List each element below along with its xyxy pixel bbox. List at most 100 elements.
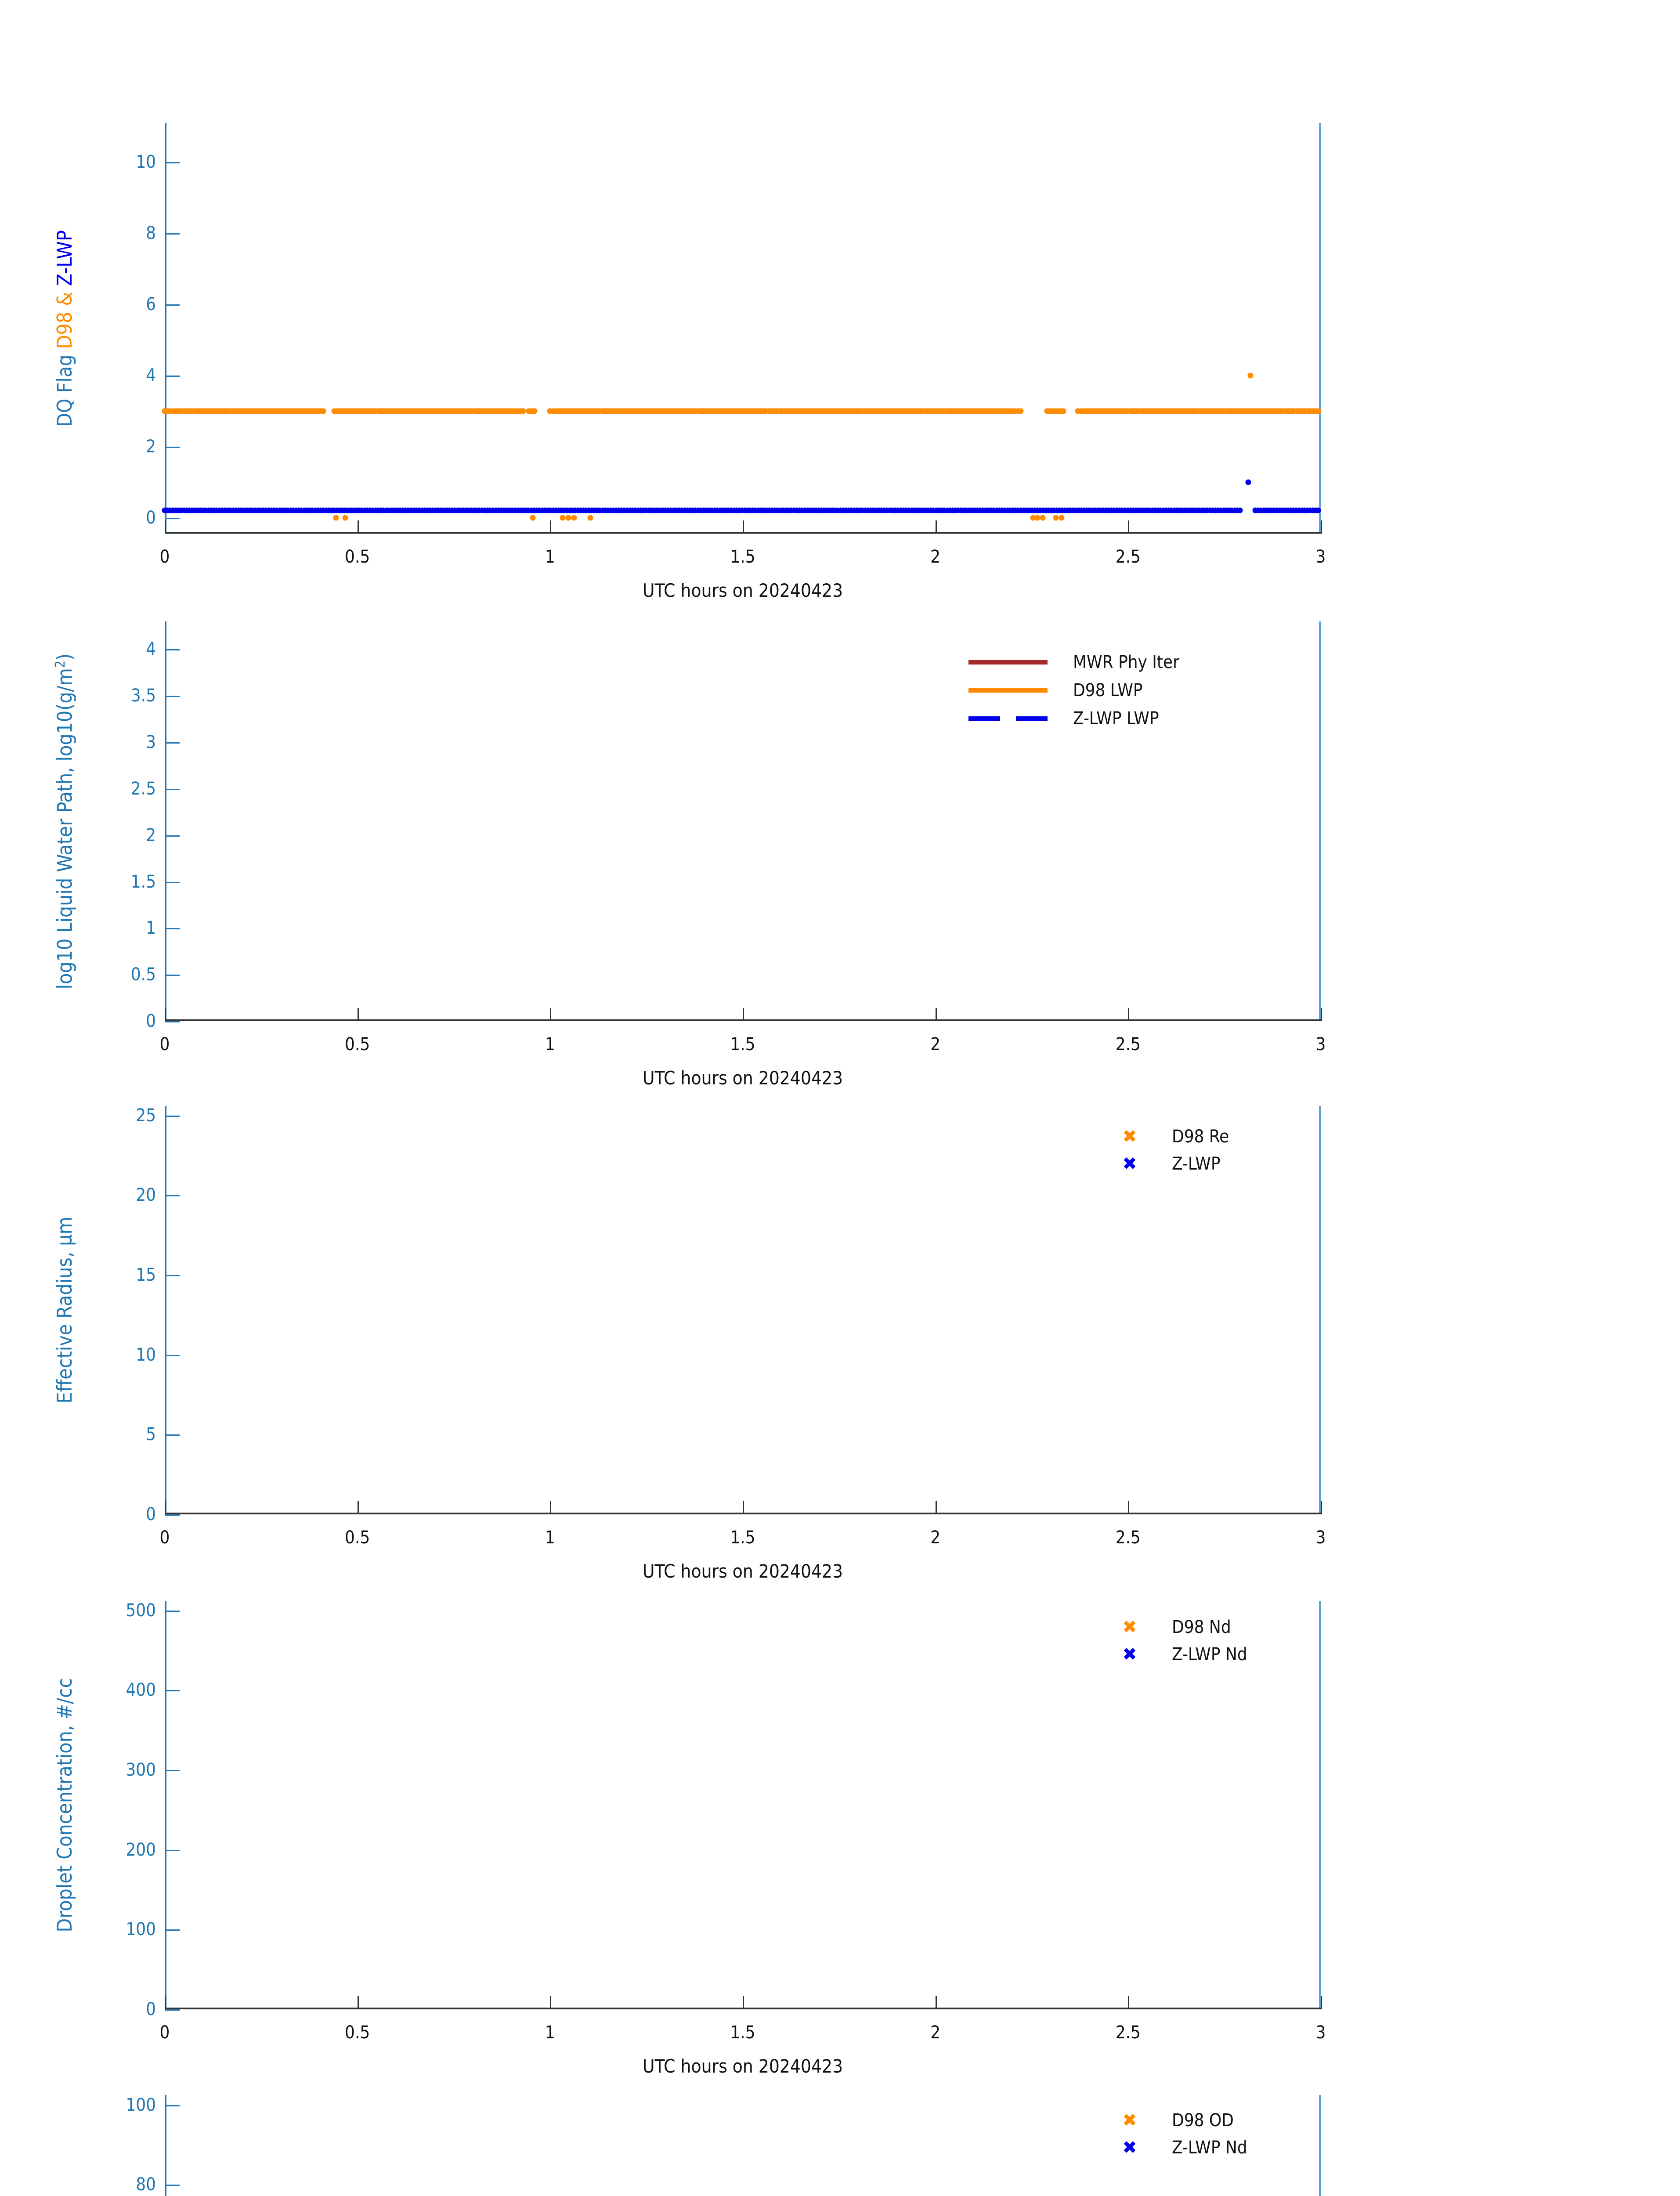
x-tick: [1128, 1501, 1130, 1514]
x-tick-label: 2.5: [1115, 1528, 1141, 1548]
x-tick: [743, 1501, 744, 1514]
data-point: [587, 515, 593, 521]
y-tick: [165, 233, 180, 235]
x-tick: [1128, 1996, 1130, 2009]
data-point: [1315, 507, 1321, 513]
axis-spine-right: [1319, 621, 1321, 1021]
x-tick: [357, 1996, 359, 2009]
data-point: [320, 408, 326, 414]
y-tick: [165, 1434, 180, 1436]
axis-spine-right: [1319, 1106, 1321, 1514]
x-tick: [935, 1501, 937, 1514]
y-tick: [165, 1929, 180, 1931]
y-tick: [165, 1849, 180, 1851]
y-tick-label: 500: [126, 1600, 156, 1621]
legend-label: Z-LWP LWP: [1073, 708, 1159, 729]
y-tick-label: 15: [136, 1265, 156, 1286]
y-tick: [165, 881, 180, 883]
x-tick-label: 2: [930, 1528, 941, 1548]
x-tick-label: 3: [1315, 2023, 1326, 2043]
data-point: [1315, 408, 1322, 414]
y-tick: [165, 2105, 180, 2106]
x-tick: [1128, 520, 1130, 534]
x-tick-label: 1.5: [730, 2023, 755, 2043]
y-tick-label: 6: [146, 294, 156, 314]
x-tick-label: 3: [1315, 1528, 1326, 1548]
y-tick-label: 0: [146, 507, 156, 528]
plot-area-effective-radius: [165, 1106, 1322, 1516]
x-axis-title: UTC hours on 20240423: [642, 2055, 843, 2077]
legend-line-swatch: [968, 660, 1048, 665]
axis-spine-right: [1319, 123, 1321, 534]
y-axis-label-segment: D98 &: [53, 285, 76, 349]
data-point: [530, 515, 536, 521]
y-tick-label: 1.5: [130, 871, 156, 892]
x-tick: [935, 520, 937, 534]
y-tick: [165, 975, 180, 976]
y-tick: [165, 2009, 180, 2011]
x-tick-label: 0: [159, 2023, 170, 2043]
x-tick-label: 1: [545, 547, 555, 567]
y-tick: [165, 1275, 180, 1277]
x-tick-label: 2.5: [1115, 2023, 1141, 2043]
y-tick-label: 3.5: [130, 686, 156, 706]
y-tick-label: 300: [126, 1760, 156, 1781]
legend-label: D98 Re: [1172, 1127, 1229, 1147]
y-tick-label: 400: [126, 1680, 156, 1701]
y-tick-label: 0.5: [130, 964, 156, 985]
data-point: [531, 408, 538, 414]
y-tick-label: 200: [126, 1839, 156, 1860]
x-tick: [165, 1996, 166, 2009]
y-axis-label-effective-radius: Effective Radius, μm: [53, 1217, 76, 1404]
y-tick: [165, 835, 180, 837]
x-tick: [1321, 1996, 1322, 2009]
y-tick-label: 0: [146, 1504, 156, 1524]
legend-label: MWR Phy Iter: [1073, 652, 1179, 672]
y-tick: [165, 1770, 180, 1772]
y-tick-label: 5: [146, 1424, 156, 1445]
y-tick: [165, 446, 180, 448]
data-point: [1034, 515, 1041, 521]
x-tick: [165, 1501, 166, 1514]
legend-marker-x-icon: ✖: [1122, 1154, 1137, 1174]
y-tick-label: 4: [146, 365, 156, 386]
y-tick: [165, 1021, 180, 1022]
y-tick: [165, 304, 180, 306]
y-tick: [165, 1610, 180, 1612]
x-tick: [357, 1008, 359, 1021]
legend-line-swatch: [1016, 716, 1048, 721]
y-tick-label: 1: [146, 918, 156, 939]
x-tick-label: 2.5: [1115, 1034, 1141, 1055]
x-tick-label: 1: [545, 1528, 555, 1548]
legend-marker-x-icon: ✖: [1122, 2110, 1137, 2131]
x-axis-title: UTC hours on 20240423: [642, 1067, 843, 1089]
y-tick-label: 2.5: [130, 778, 156, 799]
y-tick-label: 2: [146, 825, 156, 845]
data-point: [1237, 507, 1243, 513]
x-tick-label: 3: [1315, 547, 1326, 567]
data-point: [1060, 408, 1066, 414]
y-tick-label: 8: [146, 223, 156, 243]
x-tick-label: 1.5: [730, 1528, 755, 1548]
x-tick: [357, 1501, 359, 1514]
legend-label: D98 OD: [1172, 2110, 1234, 2131]
y-tick-label: 100: [126, 1919, 156, 1940]
x-tick-label: 0: [159, 1528, 170, 1548]
data-point: [560, 515, 566, 521]
x-tick: [743, 1996, 744, 2009]
y-tick: [165, 517, 180, 519]
axis-spine-left: [165, 1601, 166, 2009]
x-tick: [550, 1008, 552, 1021]
axis-spine-left: [165, 2095, 166, 2196]
y-tick: [165, 1115, 180, 1117]
legend-label: Z-LWP Nd: [1172, 1644, 1247, 1665]
plot-area-optical-depth: [165, 2095, 1321, 2196]
y-tick: [165, 649, 180, 651]
data-point: [1247, 372, 1254, 379]
x-tick-label: 1: [545, 1034, 555, 1055]
legend-line-swatch: [968, 716, 1000, 721]
y-tick: [165, 928, 180, 930]
x-tick: [550, 1501, 552, 1514]
x-tick: [357, 520, 359, 534]
y-tick: [165, 2185, 180, 2186]
